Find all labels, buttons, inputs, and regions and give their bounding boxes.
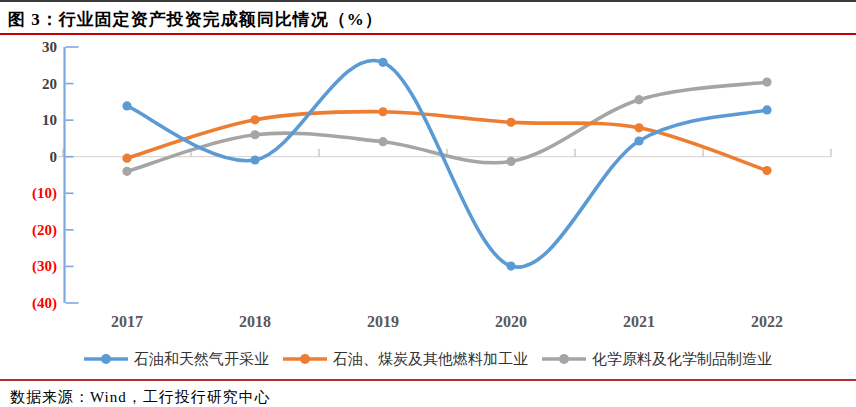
- x-axis-label: 2019: [367, 313, 399, 330]
- data-point: [634, 95, 643, 104]
- y-axis-label: 10: [42, 112, 57, 128]
- figure-title-text: 图 3：行业固定资产投资完成额同比情况（%）: [8, 10, 383, 29]
- data-point: [250, 130, 259, 139]
- x-axis-label: 2020: [495, 313, 527, 330]
- y-axis-label: (20): [32, 222, 57, 239]
- legend-label: 石油和天然气开采业: [134, 350, 269, 369]
- data-point: [506, 118, 515, 127]
- legend-label: 化学原料及化学制品制造业: [592, 350, 772, 369]
- data-point: [506, 157, 515, 166]
- y-axis-label: 30: [42, 39, 57, 55]
- y-axis-label: (40): [32, 295, 57, 312]
- figure-source: 数据来源：Wind，工行投行研究中心: [0, 379, 856, 407]
- data-point: [378, 58, 387, 67]
- y-axis-label: 20: [42, 76, 57, 92]
- x-axis-label: 2018: [239, 313, 271, 330]
- legend-line-marker-icon: [283, 353, 327, 365]
- data-point: [122, 101, 131, 110]
- data-point: [378, 137, 387, 146]
- data-point: [634, 136, 643, 145]
- legend-item: 石油、煤炭及其他燃料加工业: [283, 350, 528, 369]
- source-text: 数据来源：Wind，工行投行研究中心: [10, 389, 271, 405]
- chart-legend: 石油和天然气开采业 石油、煤炭及其他燃料加工业 化学原料及化学制品制造业: [0, 347, 856, 371]
- y-axis-label: 0: [50, 149, 58, 165]
- data-point: [506, 261, 515, 270]
- figure-panel: 图 3：行业固定资产投资完成额同比情况（%） 30 20 10 0 (10) (20) (3…: [0, 0, 856, 407]
- chart-area: 30 20 10 0 (10) (20) (30) (40) 2017 2018 2019 2020 2…: [0, 35, 856, 341]
- data-point: [122, 167, 131, 176]
- data-point: [250, 155, 259, 164]
- data-point: [250, 115, 259, 124]
- data-point: [762, 105, 771, 114]
- y-axis-label: (30): [32, 258, 57, 275]
- line-chart: 30 20 10 0 (10) (20) (30) (40) 2017 2018 2019 2020 2…: [0, 35, 856, 341]
- legend-item: 石油和天然气开采业: [84, 350, 269, 369]
- data-point: [634, 123, 643, 132]
- y-axis-label: (10): [32, 185, 57, 202]
- x-axis-label: 2017: [111, 313, 143, 330]
- figure-title: 图 3：行业固定资产投资完成额同比情况（%）: [0, 2, 856, 35]
- x-axis-label: 2021: [623, 313, 655, 330]
- x-axis-label: 2022: [751, 313, 783, 330]
- data-point: [762, 78, 771, 87]
- data-point: [762, 166, 771, 175]
- legend-line-marker-icon: [542, 353, 586, 365]
- legend-item: 化学原料及化学制品制造业: [542, 350, 772, 369]
- legend-line-marker-icon: [84, 353, 128, 365]
- data-point: [378, 107, 387, 116]
- data-point: [122, 154, 131, 163]
- legend-label: 石油、煤炭及其他燃料加工业: [333, 350, 528, 369]
